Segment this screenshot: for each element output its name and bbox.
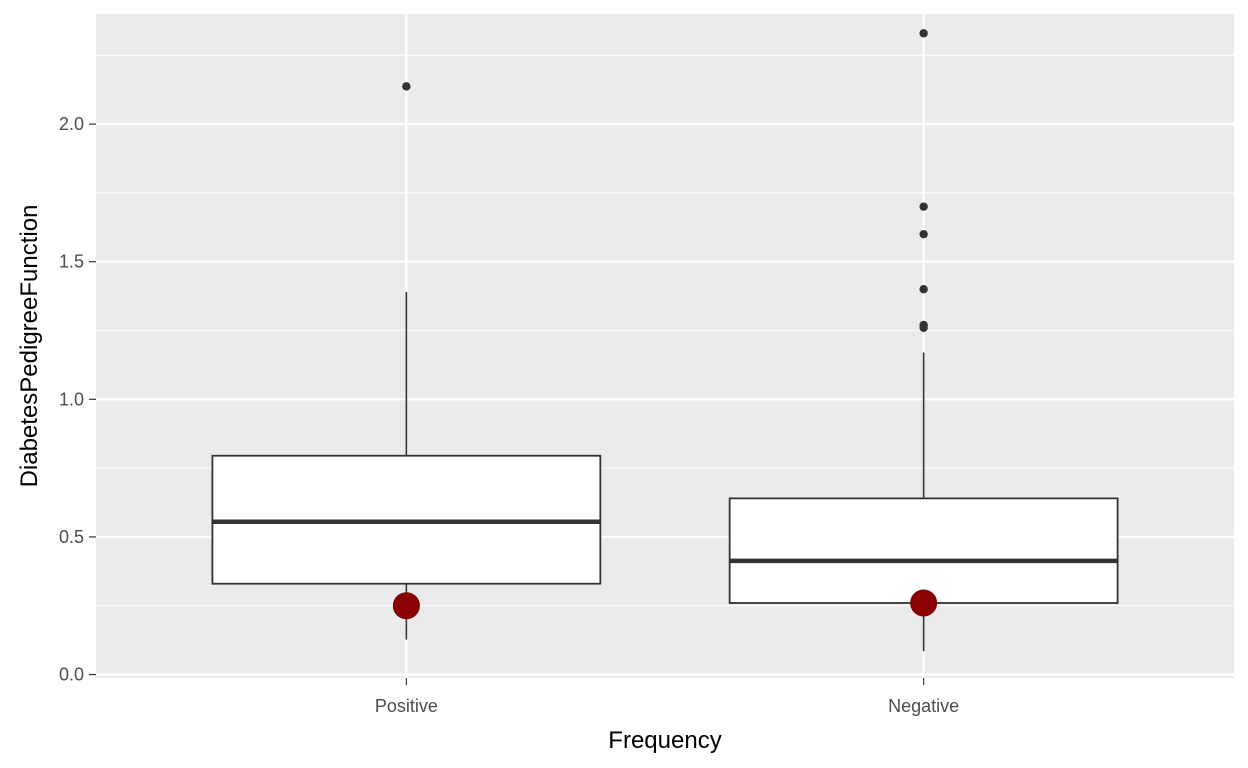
outlier-point bbox=[919, 285, 928, 294]
y-axis-title: DiabetesPedigreeFunction bbox=[16, 205, 43, 488]
x-tick-label: Positive bbox=[375, 696, 438, 716]
outlier-point bbox=[919, 229, 928, 239]
y-axis: 0.0 0.5 1.0 1.5 2.0 bbox=[59, 114, 96, 685]
x-axis: Positive Negative bbox=[375, 678, 959, 716]
x-axis-title: Frequency bbox=[608, 727, 721, 754]
x-tick-label: Negative bbox=[888, 696, 959, 716]
iqr-box bbox=[728, 497, 1119, 604]
box-negative bbox=[728, 29, 1119, 652]
outlier-point bbox=[919, 202, 928, 211]
outlier-point bbox=[402, 82, 411, 91]
box-positive bbox=[211, 82, 602, 640]
y-tick-label: 1.5 bbox=[59, 252, 84, 272]
outlier-point bbox=[919, 29, 928, 38]
y-tick-label: 2.0 bbox=[59, 114, 84, 134]
y-tick-label: 1.0 bbox=[59, 389, 84, 409]
outlier-point bbox=[919, 323, 928, 332]
mean-point bbox=[910, 589, 938, 617]
mean-point bbox=[392, 592, 420, 620]
y-tick-label: 0.0 bbox=[59, 665, 84, 685]
y-tick-label: 0.5 bbox=[59, 527, 84, 547]
minor-gridlines bbox=[96, 54, 1234, 607]
box-series bbox=[211, 29, 1119, 652]
